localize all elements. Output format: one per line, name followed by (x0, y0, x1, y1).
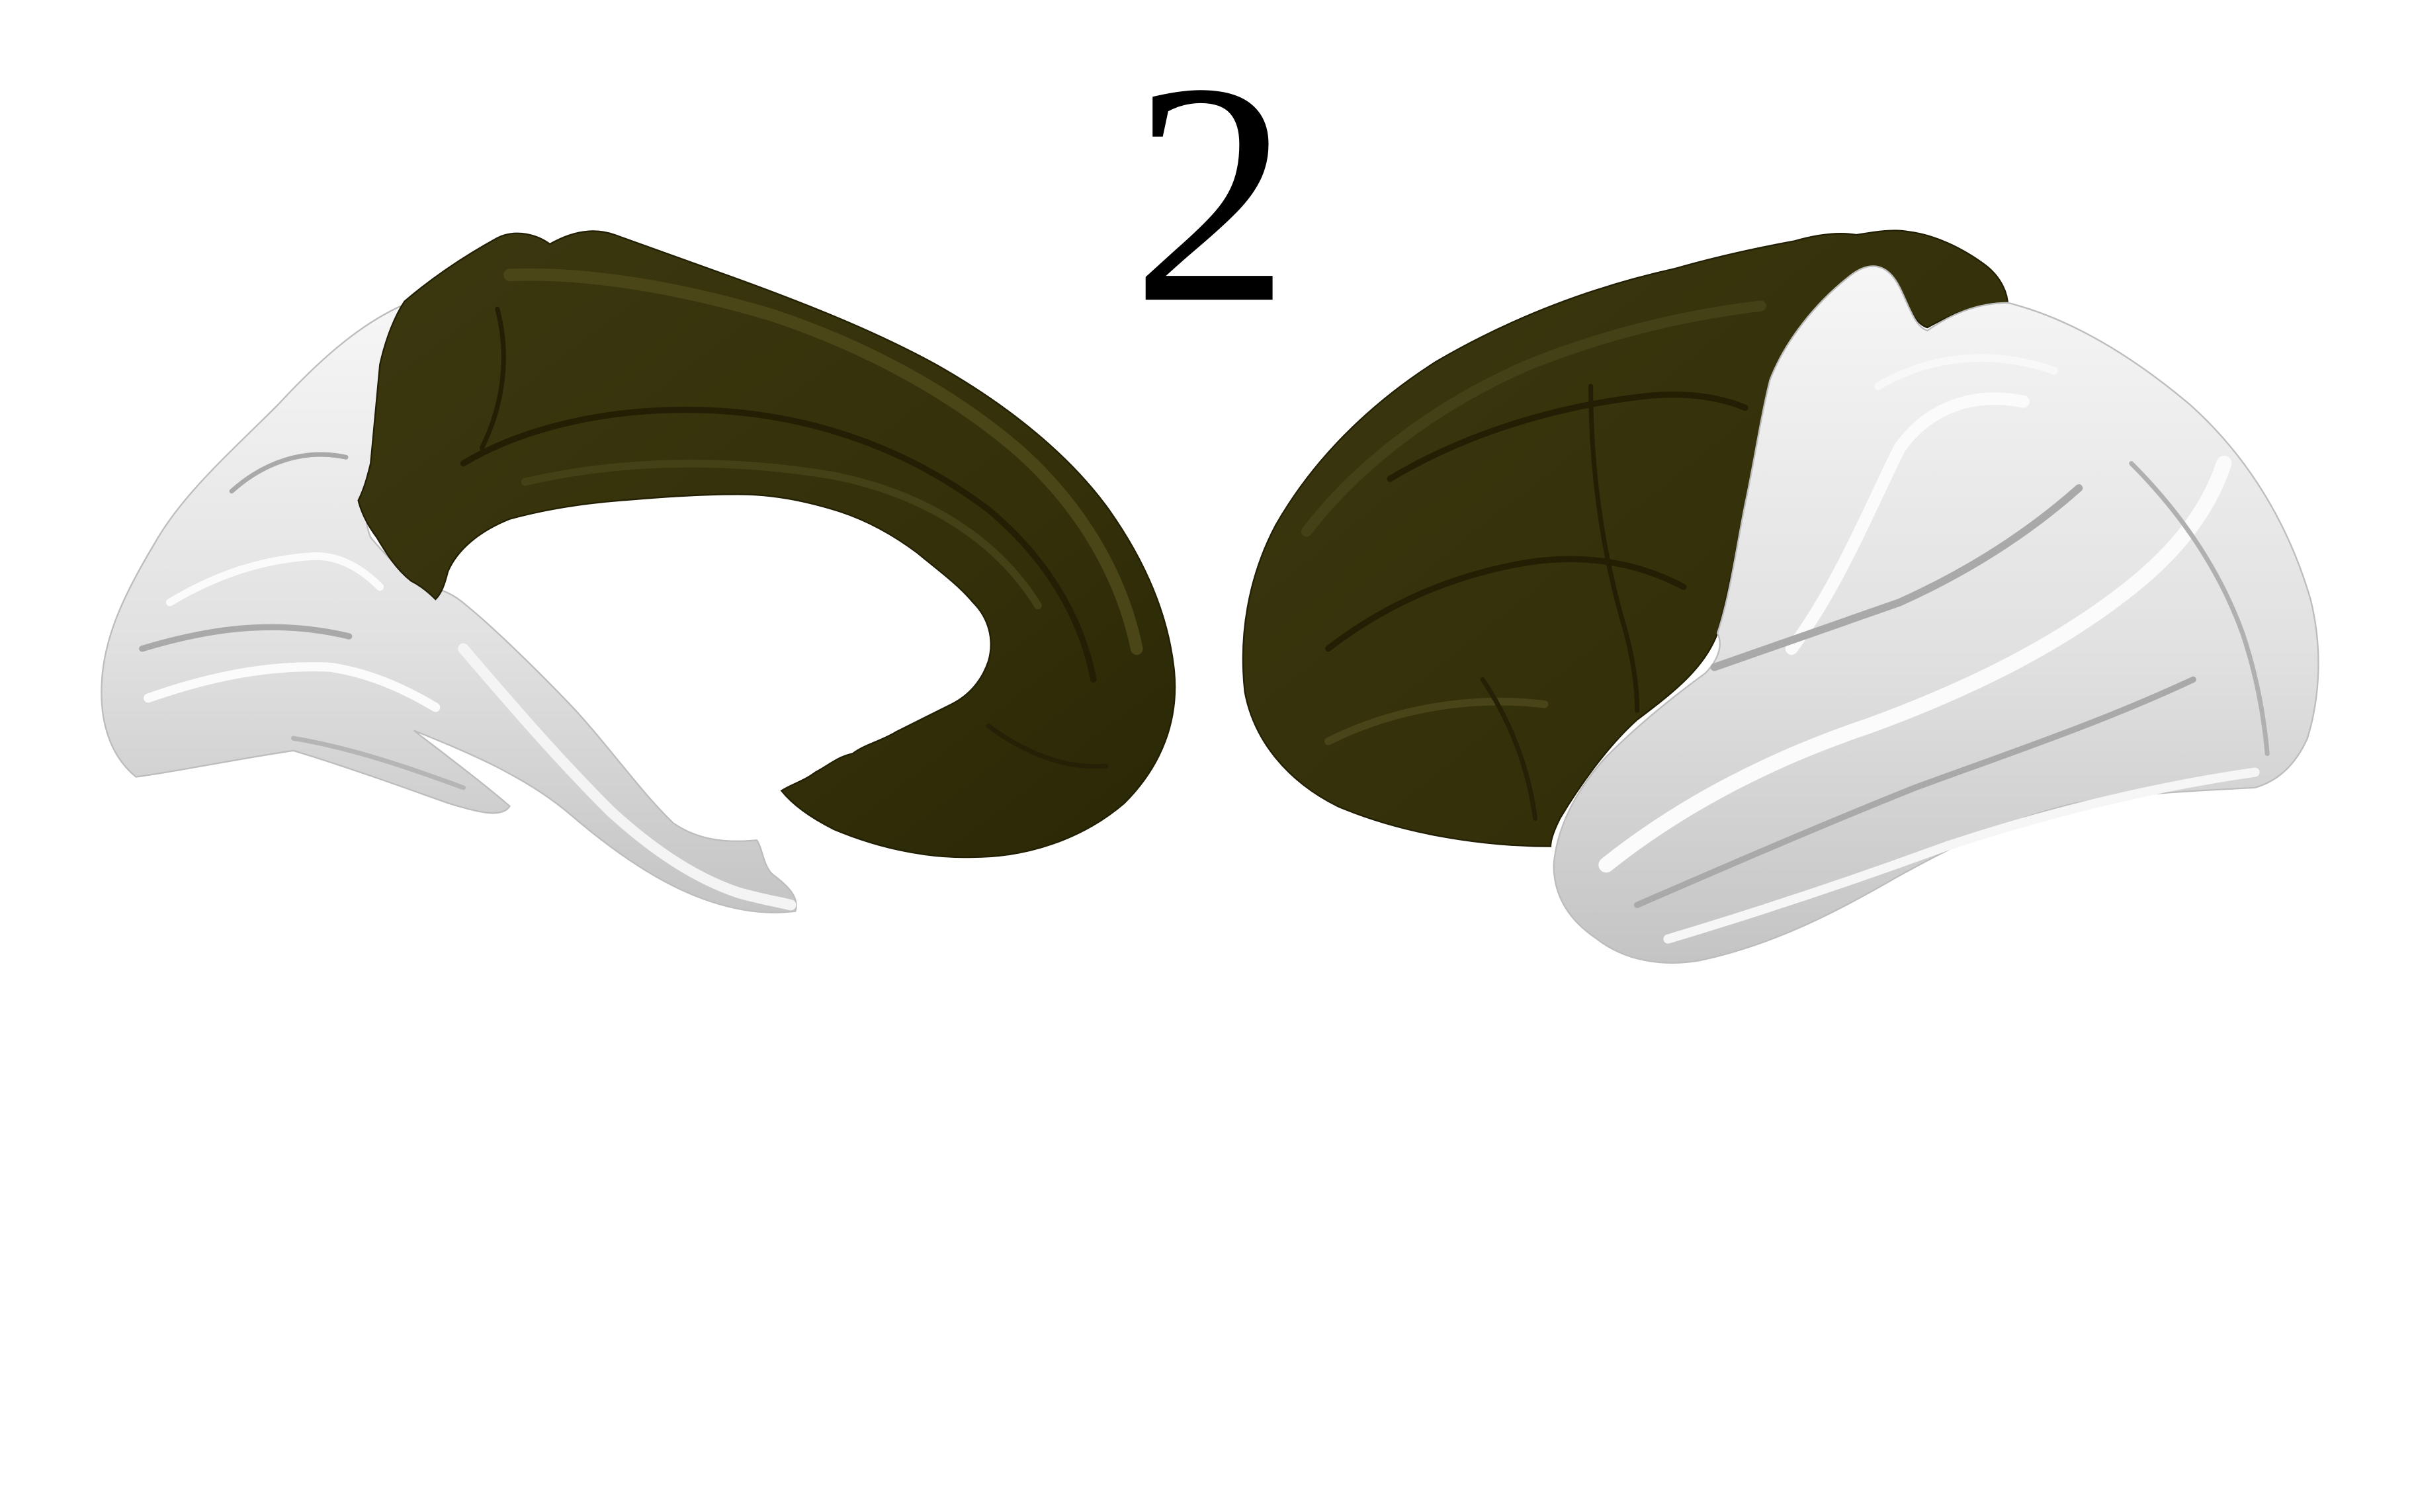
medial-sulcus-shadow (291, 735, 466, 790)
lateral-sulcus-line (1325, 556, 1687, 652)
lateral-gyrus-sheen (1301, 300, 1766, 537)
medial-gyrus-highlight (458, 643, 797, 911)
medial-sulcus-line (479, 306, 506, 450)
lateral-gyrus-highlight (1874, 354, 2058, 390)
lateral-sulcus-line (1588, 384, 1640, 713)
medial-gyrus-sheen (503, 268, 1143, 655)
lateral-unhighlighted-region (1553, 265, 2319, 964)
medial-sulcus-shadow (229, 452, 349, 494)
lateral-sulcus-shadow (1710, 484, 2083, 671)
medial-gyrus-highlight (144, 662, 441, 712)
brain-lateral-surface-icon (1242, 230, 2319, 964)
lateral-sulcus-line (1480, 677, 1538, 821)
lateral-gyrus-sheen (1324, 697, 1549, 745)
panel-number-label: 2 (1132, 18, 1290, 368)
medial-sulcus-line (460, 407, 1097, 683)
lateral-gyrus-highlight (1785, 392, 2030, 655)
medial-sulcus-shadow (139, 624, 353, 652)
medial-gyrus-highlight (165, 552, 384, 607)
lateral-sulcus-shadow (2129, 461, 2270, 757)
lateral-sulcus-shadow (1634, 676, 2196, 908)
lateral-gyrus-highlight (1663, 767, 2260, 944)
lateral-sulcus-line (1387, 392, 1748, 482)
lateral-highlighted-region (1242, 230, 2009, 847)
medial-sulcus-line (986, 723, 1109, 769)
lateral-gyrus-highlight (1598, 455, 2232, 873)
brain-medial-surface-icon (101, 230, 1176, 913)
medial-gyrus-sheen (521, 460, 1042, 610)
medial-highlighted-region (357, 230, 1176, 859)
